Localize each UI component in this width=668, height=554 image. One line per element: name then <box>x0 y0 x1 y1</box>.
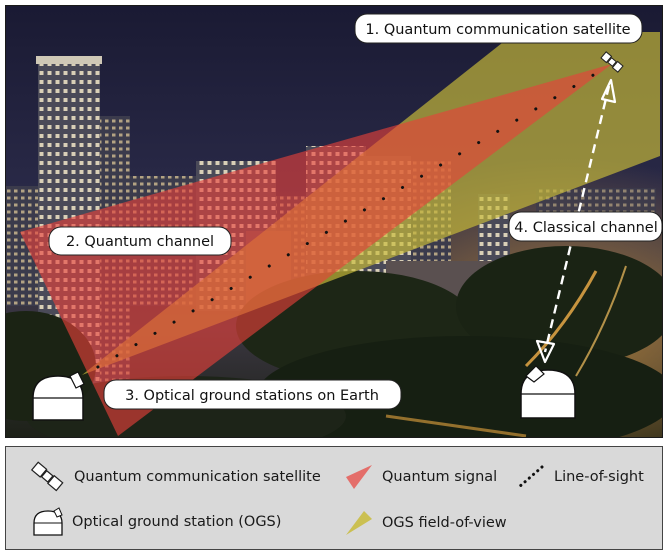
label-quantum-channel-text: 2. Quantum channel <box>66 234 214 250</box>
label-classical-channel-text: 4. Classical channel <box>514 220 658 236</box>
label-ground-stations: 3. Optical ground stations on Earth <box>103 379 402 410</box>
legend-satellite: Quantum communication satellite <box>30 461 321 493</box>
legend-quantum-signal: Quantum signal <box>344 463 497 491</box>
legend-line-of-sight-label: Line-of-sight <box>554 469 644 485</box>
label-satellite: 1. Quantum communication satellite <box>354 13 643 44</box>
ground-station-right-icon <box>520 365 576 419</box>
quantum-signal-cone <box>20 64 612 436</box>
label-satellite-text: 1. Quantum communication satellite <box>365 22 630 38</box>
satellite-icon <box>30 461 64 492</box>
yellow-cone-icon <box>346 511 372 535</box>
dotted-line-icon <box>517 465 544 489</box>
road-lights <box>385 265 627 437</box>
legend-satellite-label: Quantum communication satellite <box>74 469 321 485</box>
legend-fov-label: OGS field-of-view <box>382 515 507 531</box>
scene-panel: 1. Quantum communication satellite 2. Qu… <box>5 5 663 438</box>
satellite-icon <box>600 51 624 73</box>
line-of-sight <box>84 62 614 376</box>
classical-arrow-up <box>600 78 617 104</box>
label-quantum-channel: 2. Quantum channel <box>48 226 232 256</box>
label-ground-stations-text: 3. Optical ground stations on Earth <box>125 388 379 404</box>
legend-ogs: Optical ground station (OGS) <box>32 507 281 537</box>
ground-station-icon <box>33 507 63 536</box>
label-classical-channel: 4. Classical channel <box>508 211 662 242</box>
legend-quantum-signal-label: Quantum signal <box>382 469 498 485</box>
scene-svg: 1. Quantum communication satellite 2. Qu… <box>6 6 662 437</box>
classical-arrow-down <box>535 339 556 364</box>
legend-fov: OGS field-of-view <box>344 509 507 537</box>
red-cone-icon <box>346 465 372 489</box>
legend: Quantum communication satellite Quantum … <box>5 446 663 550</box>
legend-ogs-label: Optical ground station (OGS) <box>72 514 282 530</box>
legend-line-of-sight: Line-of-sight <box>516 463 644 491</box>
ground-station-left-icon <box>32 371 85 421</box>
